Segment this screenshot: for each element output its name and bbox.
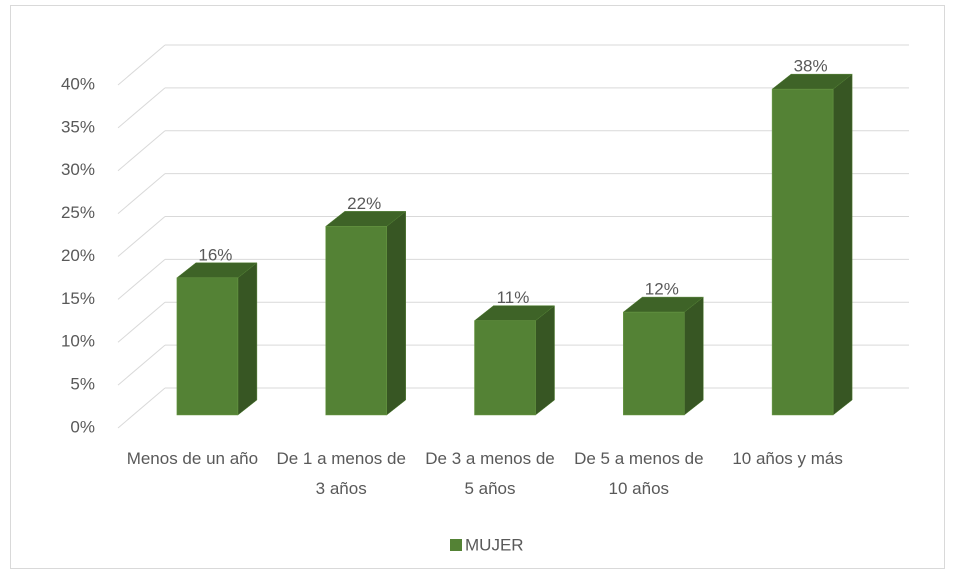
y-tick-label: 20% bbox=[61, 246, 95, 265]
data-label: 38% bbox=[794, 57, 828, 76]
x-tick-label: De 5 a menos de 10 años bbox=[574, 449, 704, 498]
data-label: 11% bbox=[497, 288, 530, 307]
grid-line-side bbox=[117, 130, 166, 172]
x-tick-label: De 1 a menos de 3 años bbox=[276, 449, 406, 498]
bar-side bbox=[386, 210, 406, 416]
legend-swatch bbox=[450, 539, 462, 551]
grid-line-side bbox=[117, 87, 166, 129]
legend-label: MUJER bbox=[465, 535, 524, 554]
y-tick-label: 10% bbox=[61, 332, 95, 351]
bar bbox=[771, 88, 834, 416]
x-tick-label: De 3 a menos de 5 años bbox=[425, 449, 555, 498]
grid-line-side bbox=[117, 344, 166, 386]
y-tick-label: 0% bbox=[70, 417, 95, 436]
bar-side bbox=[237, 262, 258, 416]
data-label: 22% bbox=[347, 194, 381, 213]
bar bbox=[623, 311, 685, 416]
grid-line-side bbox=[117, 44, 166, 86]
y-tick-label: 30% bbox=[61, 160, 95, 179]
y-tick-label: 40% bbox=[61, 74, 95, 93]
grid-line-side bbox=[117, 258, 166, 300]
bar bbox=[176, 277, 239, 416]
y-tick-label: 15% bbox=[61, 289, 95, 308]
x-tick-label: Menos de un año bbox=[126, 449, 259, 468]
bar-side bbox=[535, 305, 555, 416]
y-tick-label: 25% bbox=[61, 203, 95, 222]
y-tick-label: 35% bbox=[61, 117, 95, 136]
bar bbox=[474, 320, 536, 416]
data-label: 12% bbox=[645, 280, 679, 299]
grid-line-side bbox=[117, 216, 166, 257]
data-label: 16% bbox=[198, 245, 232, 264]
bar bbox=[325, 226, 387, 416]
bar-side bbox=[832, 73, 853, 416]
x-tick-label: 10 años y más bbox=[732, 449, 843, 468]
grid-line-side bbox=[117, 301, 166, 343]
grid-line-side bbox=[117, 387, 166, 429]
bar-side bbox=[684, 296, 704, 416]
grid-line-side bbox=[117, 173, 166, 215]
y-tick-label: 5% bbox=[70, 375, 95, 394]
